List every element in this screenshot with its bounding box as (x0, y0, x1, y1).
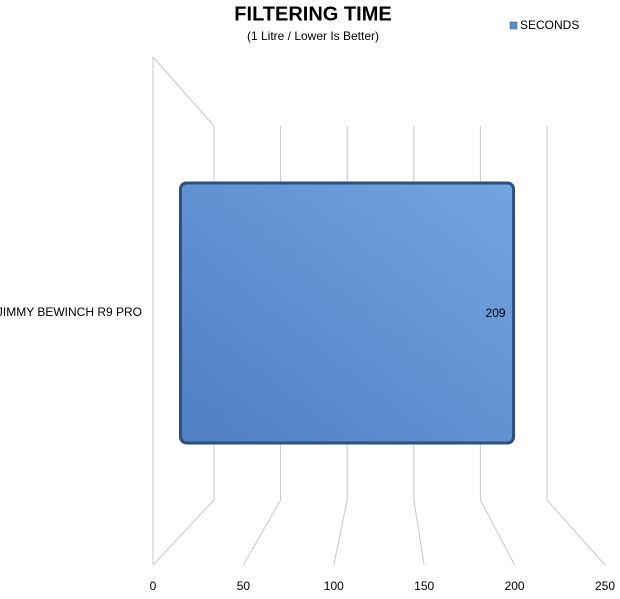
legend-swatch (509, 21, 518, 30)
x-tick-label: 200 (505, 579, 525, 593)
value-label: 209 (486, 306, 506, 320)
bar (178, 181, 516, 445)
x-tick-label: 100 (324, 579, 344, 593)
grid-line (479, 499, 516, 566)
y-tick-label: JIMMY BEWINCH R9 PRO (0, 305, 142, 319)
grid-line (333, 499, 348, 566)
chart-subtitle: (1 Litre / Lower Is Better) (247, 29, 379, 43)
grid-line (413, 499, 425, 566)
chart-title: FILTERING TIME (234, 3, 391, 25)
x-tick-label: 250 (595, 579, 615, 593)
left-wall (152, 56, 215, 127)
x-tick-label: 150 (414, 579, 434, 593)
grid-line (546, 499, 606, 566)
grid-line (242, 499, 282, 566)
grid-line (152, 499, 215, 566)
legend-label: SECONDS (520, 18, 579, 32)
x-tick-label: 0 (150, 579, 157, 593)
x-tick-label: 50 (237, 579, 251, 593)
